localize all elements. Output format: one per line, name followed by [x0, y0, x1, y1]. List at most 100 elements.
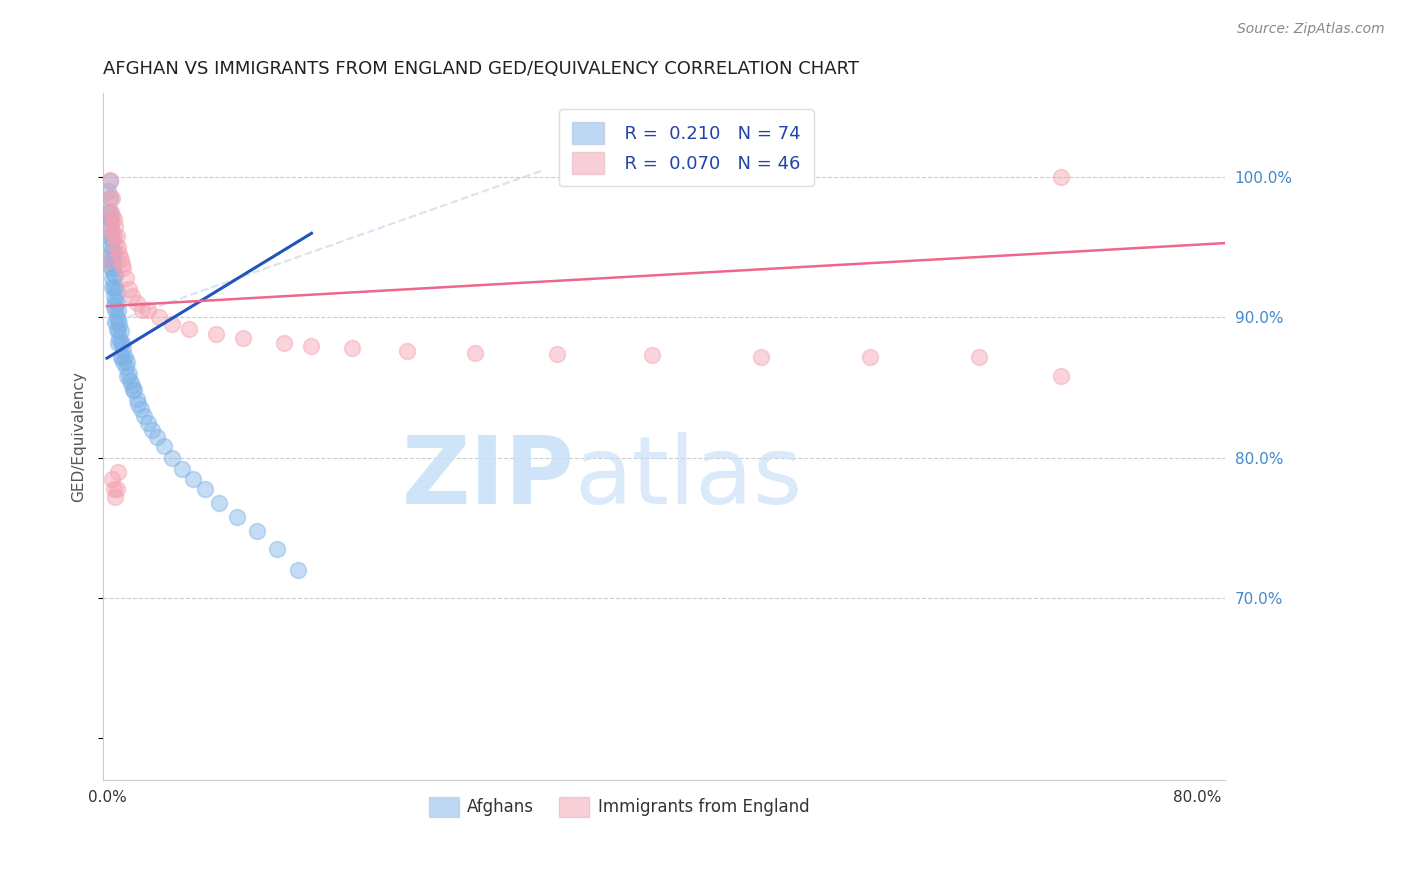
Point — [100, 227, 122, 241]
Point — [112, 261, 135, 276]
Point — [97, 254, 120, 268]
Point — [146, 430, 169, 444]
Point — [1050, 369, 1073, 384]
Point — [641, 348, 664, 362]
Point — [104, 279, 127, 293]
Point — [100, 254, 122, 268]
Point — [273, 335, 295, 350]
Point — [100, 261, 122, 276]
Point — [101, 279, 124, 293]
Point — [107, 313, 129, 327]
Point — [110, 252, 132, 266]
Point — [108, 318, 131, 332]
Point — [225, 509, 247, 524]
Point — [301, 338, 323, 352]
Point — [969, 350, 991, 364]
Point — [98, 174, 121, 188]
Point — [100, 212, 122, 227]
Point — [114, 350, 136, 364]
Point — [98, 212, 121, 227]
Text: atlas: atlas — [574, 432, 803, 524]
Point — [100, 219, 122, 234]
Point — [104, 268, 127, 283]
Point — [115, 271, 138, 285]
Point — [120, 374, 142, 388]
Point — [170, 462, 193, 476]
Point — [101, 472, 124, 486]
Point — [181, 472, 204, 486]
Point — [118, 367, 141, 381]
Point — [98, 173, 121, 187]
Point — [177, 321, 200, 335]
Point — [105, 310, 128, 325]
Point — [859, 350, 882, 364]
Point — [97, 205, 120, 219]
Point — [105, 229, 128, 244]
Point — [98, 205, 121, 219]
Point — [103, 289, 125, 303]
Point — [464, 345, 486, 359]
Point — [205, 327, 228, 342]
Point — [141, 423, 163, 437]
Point — [112, 355, 135, 369]
Point — [395, 344, 418, 359]
Point — [107, 240, 129, 254]
Point — [232, 331, 254, 345]
Point — [105, 296, 128, 310]
Point — [104, 303, 127, 318]
Point — [101, 243, 124, 257]
Point — [104, 315, 127, 329]
Point — [98, 191, 121, 205]
Point — [101, 252, 124, 266]
Point — [103, 279, 125, 293]
Point — [117, 369, 139, 384]
Text: Source: ZipAtlas.com: Source: ZipAtlas.com — [1237, 22, 1385, 37]
Point — [108, 247, 131, 261]
Point — [287, 563, 309, 577]
Point — [546, 347, 568, 361]
Point — [162, 450, 184, 465]
Point — [127, 397, 149, 411]
Point — [125, 392, 148, 406]
Point — [266, 541, 288, 556]
Point — [97, 184, 120, 198]
Point — [342, 341, 364, 355]
Point — [105, 321, 128, 335]
Point — [107, 303, 129, 318]
Point — [101, 233, 124, 247]
Point — [100, 247, 122, 261]
Point — [107, 325, 129, 339]
Point — [162, 318, 184, 332]
Point — [246, 524, 269, 538]
Point — [132, 409, 155, 423]
Point — [107, 335, 129, 350]
Point — [103, 257, 125, 271]
Point — [98, 191, 121, 205]
Point — [208, 495, 231, 509]
Point — [111, 257, 134, 271]
Point — [101, 191, 124, 205]
Point — [104, 237, 127, 252]
Point — [121, 377, 143, 392]
Point — [129, 401, 152, 416]
Point — [111, 350, 134, 364]
Point — [112, 341, 135, 355]
Legend: Afghans, Immigrants from England: Afghans, Immigrants from England — [422, 789, 815, 823]
Point — [104, 293, 127, 308]
Point — [136, 303, 159, 318]
Point — [107, 465, 129, 479]
Point — [194, 482, 217, 496]
Point — [103, 482, 125, 496]
Point — [115, 359, 138, 374]
Text: ZIP: ZIP — [401, 432, 574, 524]
Point — [101, 271, 124, 285]
Point — [131, 303, 153, 318]
Point — [103, 212, 125, 227]
Point — [111, 335, 134, 350]
Point — [104, 219, 127, 234]
Point — [105, 482, 128, 496]
Point — [153, 440, 176, 454]
Point — [110, 350, 132, 364]
Point — [103, 229, 125, 244]
Point — [101, 227, 124, 241]
